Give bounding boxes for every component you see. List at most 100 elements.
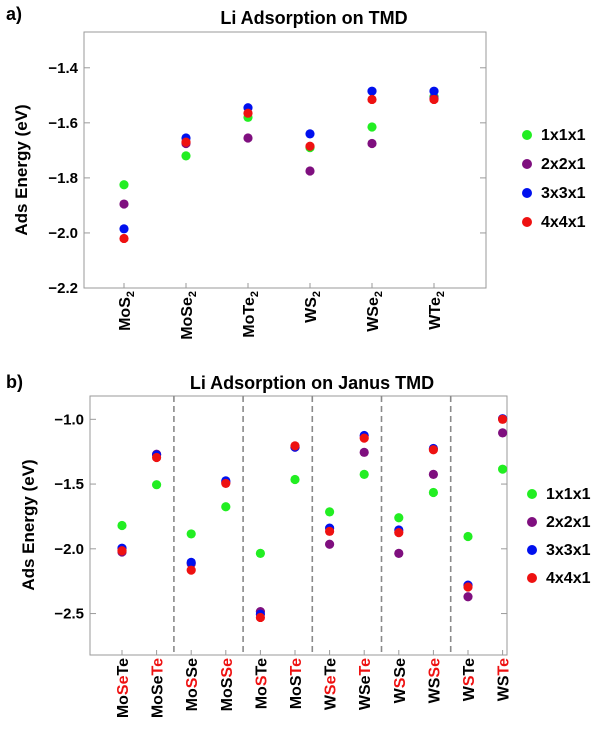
legend-swatch [527,489,537,499]
data-point-1x1x1 [394,513,404,523]
x-category-label: MoSSe [219,658,236,711]
legend-swatch [527,573,537,583]
legend-swatch [522,159,532,169]
plot-frame-a [83,31,487,289]
data-point-1x1x1 [290,474,300,485]
data-point-1x1x1 [119,180,129,190]
chart-title-a: Li Adsorption on TMD [220,8,407,28]
legend-swatch [527,517,537,527]
x-categories-b: MoSeTe MoSeTe MoSSe MoSSe MoSTe MoSTe WSeTe WSe… [115,650,513,718]
legend-label: 2x2x1 [541,156,586,173]
data-point-4x4x1 [359,433,369,443]
legend-swatch [522,217,532,227]
data-point-4x4x1 [243,108,253,118]
data-point-1x1x1 [117,520,127,531]
y-tick-label: −1.8 [48,170,78,187]
data-point-1x1x1 [152,480,162,490]
data-point-2x2x1 [305,166,315,176]
data-point-4x4x1 [305,141,315,151]
data-point-4x4x1 [325,526,335,536]
data-point-4x4x1 [498,414,508,424]
chart-title-b: Li Adsorption on Janus TMD [190,373,434,393]
data-point-2x2x1 [428,469,438,479]
data-point-4x4x1 [367,94,377,105]
y-tick-label: −1.6 [48,115,78,132]
y-tick-label: −1.0 [54,411,84,428]
data-point-2x2x1 [367,138,377,149]
data-point-1x1x1 [186,529,196,539]
data-point-2x2x1 [119,199,129,209]
data-point-1x1x1 [325,507,335,517]
x-category-label: WSSe [392,658,409,703]
data-point-4x4x1 [428,445,438,455]
data-point-1x1x1 [359,469,369,479]
data-point-3x3x1 [305,129,315,139]
data-point-2x2x1 [359,447,369,457]
x-category-label: MoSTe [288,658,305,709]
panel-label-b: b) [6,372,23,392]
y-ticks-b: −2.5 −2.0 −1.5 −1.0 [54,411,507,623]
legend-label: 3x3x1 [546,542,591,559]
data-point-2x2x1 [394,548,404,558]
x-category-label: WSe2 [365,291,385,332]
data-point-4x4x1 [255,612,265,623]
legend-label: 4x4x1 [541,214,586,231]
legend-label: 2x2x1 [546,514,591,531]
data-point-1x1x1 [255,548,265,558]
legend-label: 1x1x1 [541,127,586,144]
data-point-1x1x1 [463,531,473,542]
data-point-4x4x1 [463,582,473,592]
data-point-4x4x1 [394,528,404,538]
x-category-label: MoSeTe [115,658,132,718]
y-ticks-a: −2.2 −2.0 −1.8 −1.6 −1.4 [48,60,486,297]
data-point-2x2x1 [498,428,508,438]
data-point-3x3x1 [119,224,129,234]
data-point-4x4x1 [429,94,439,105]
legend-label: 3x3x1 [541,185,586,202]
y-axis-label-a: Ads Energy (eV) [12,104,31,235]
x-category-label: MoS2 [117,291,137,331]
legend-label: 1x1x1 [546,486,591,503]
x-category-label: MoSeTe [150,658,167,718]
x-category-label: WSSe [426,658,443,703]
data-point-4x4x1 [152,452,162,463]
legend-swatch [527,545,537,555]
plot-frame-b [89,395,508,656]
data-point-4x4x1 [181,137,191,147]
y-tick-label: −1.4 [48,60,78,77]
data-point-3x3x1 [186,557,196,568]
y-axis-label-b: Ads Energy (eV) [19,459,38,590]
data-point-3x3x1 [429,86,439,96]
legend-label: 4x4x1 [546,570,591,587]
data-point-1x1x1 [221,502,231,512]
data-point-1x1x1 [367,122,377,132]
x-category-label: WS2 [303,291,323,323]
legend-a: 1x1x1 2x2x1 3x3x1 4x4x1 [522,127,586,231]
data-point-4x4x1 [119,233,129,244]
x-category-label: WSTe [461,658,478,701]
x-category-label: MoTe2 [241,291,261,338]
data-point-2x2x1 [463,592,473,602]
data-points-a [119,86,439,244]
data-point-4x4x1 [186,565,196,575]
legend-b: 1x1x1 2x2x1 3x3x1 4x4x1 [527,486,591,587]
data-points-b [117,414,508,623]
data-point-4x4x1 [117,546,127,556]
legend-swatch [522,130,532,140]
panel-b: b) Li Adsorption on Janus TMD Ads Energy… [6,372,591,718]
y-tick-label: −2.5 [54,606,84,623]
y-tick-label: −1.5 [54,476,84,493]
group-separators-b [173,396,452,655]
panel-label-a: a) [6,4,22,24]
legend-swatch [522,188,532,198]
data-point-1x1x1 [181,151,191,161]
x-categories-a: MoS2 MoSe2 MoTe2 WS2 WSe2 WTe2 [117,283,447,340]
x-category-label: WTe2 [427,291,447,330]
y-tick-label: −2.0 [54,541,84,558]
x-category-label: WSeTe [357,658,374,710]
y-tick-label: −2.0 [48,225,78,242]
x-category-label: MoSSe [184,658,201,711]
x-category-label: WSTe [496,658,513,701]
panel-a: a) Li Adsorption on TMD Ads Energy (eV) … [6,4,586,340]
